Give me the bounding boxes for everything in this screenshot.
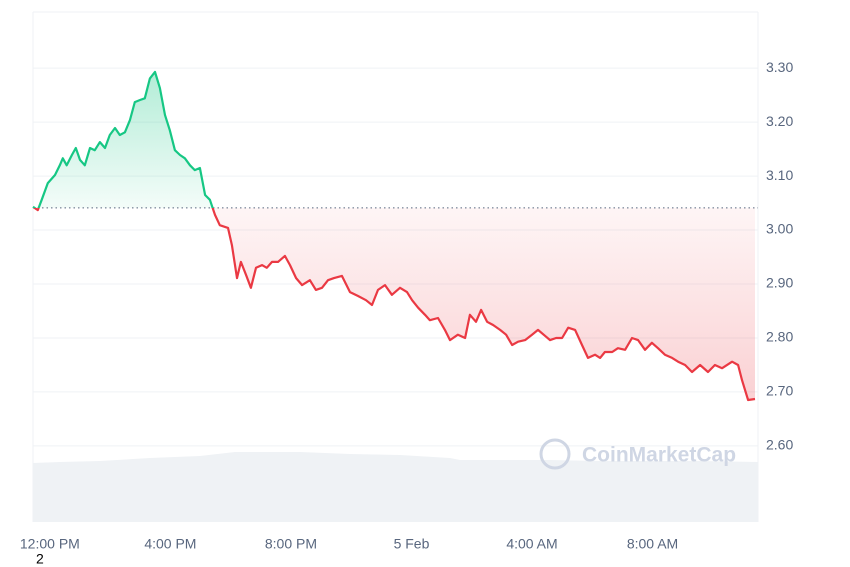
y-tick-label: 2.60 [766, 437, 793, 453]
y-tick-label: 3.30 [766, 59, 793, 75]
y-tick-label: 2.90 [766, 275, 793, 291]
x-tick-label: 4:00 PM [144, 536, 196, 552]
price-area [33, 71, 755, 401]
x-tick-label: 8:00 PM [265, 536, 317, 552]
x-tick-label: 5 Feb [394, 536, 430, 552]
price-line [32, 70, 756, 402]
y-tick-label: 3.10 [766, 167, 793, 183]
volume-area [33, 452, 758, 522]
watermark-logo [539, 438, 571, 470]
footnote: 2 [36, 551, 44, 567]
watermark: CoinMarketCap [539, 438, 736, 470]
y-tick-label: 2.80 [766, 329, 793, 345]
y-tick-label: 3.20 [766, 113, 793, 129]
y-tick-label: 3.00 [766, 221, 793, 237]
x-tick-label: 4:00 AM [506, 536, 557, 552]
x-tick-label: 8:00 AM [627, 536, 678, 552]
watermark-text: CoinMarketCap [582, 444, 736, 467]
y-tick-label: 2.70 [766, 383, 793, 399]
x-tick-label: 12:00 PM [20, 536, 80, 552]
